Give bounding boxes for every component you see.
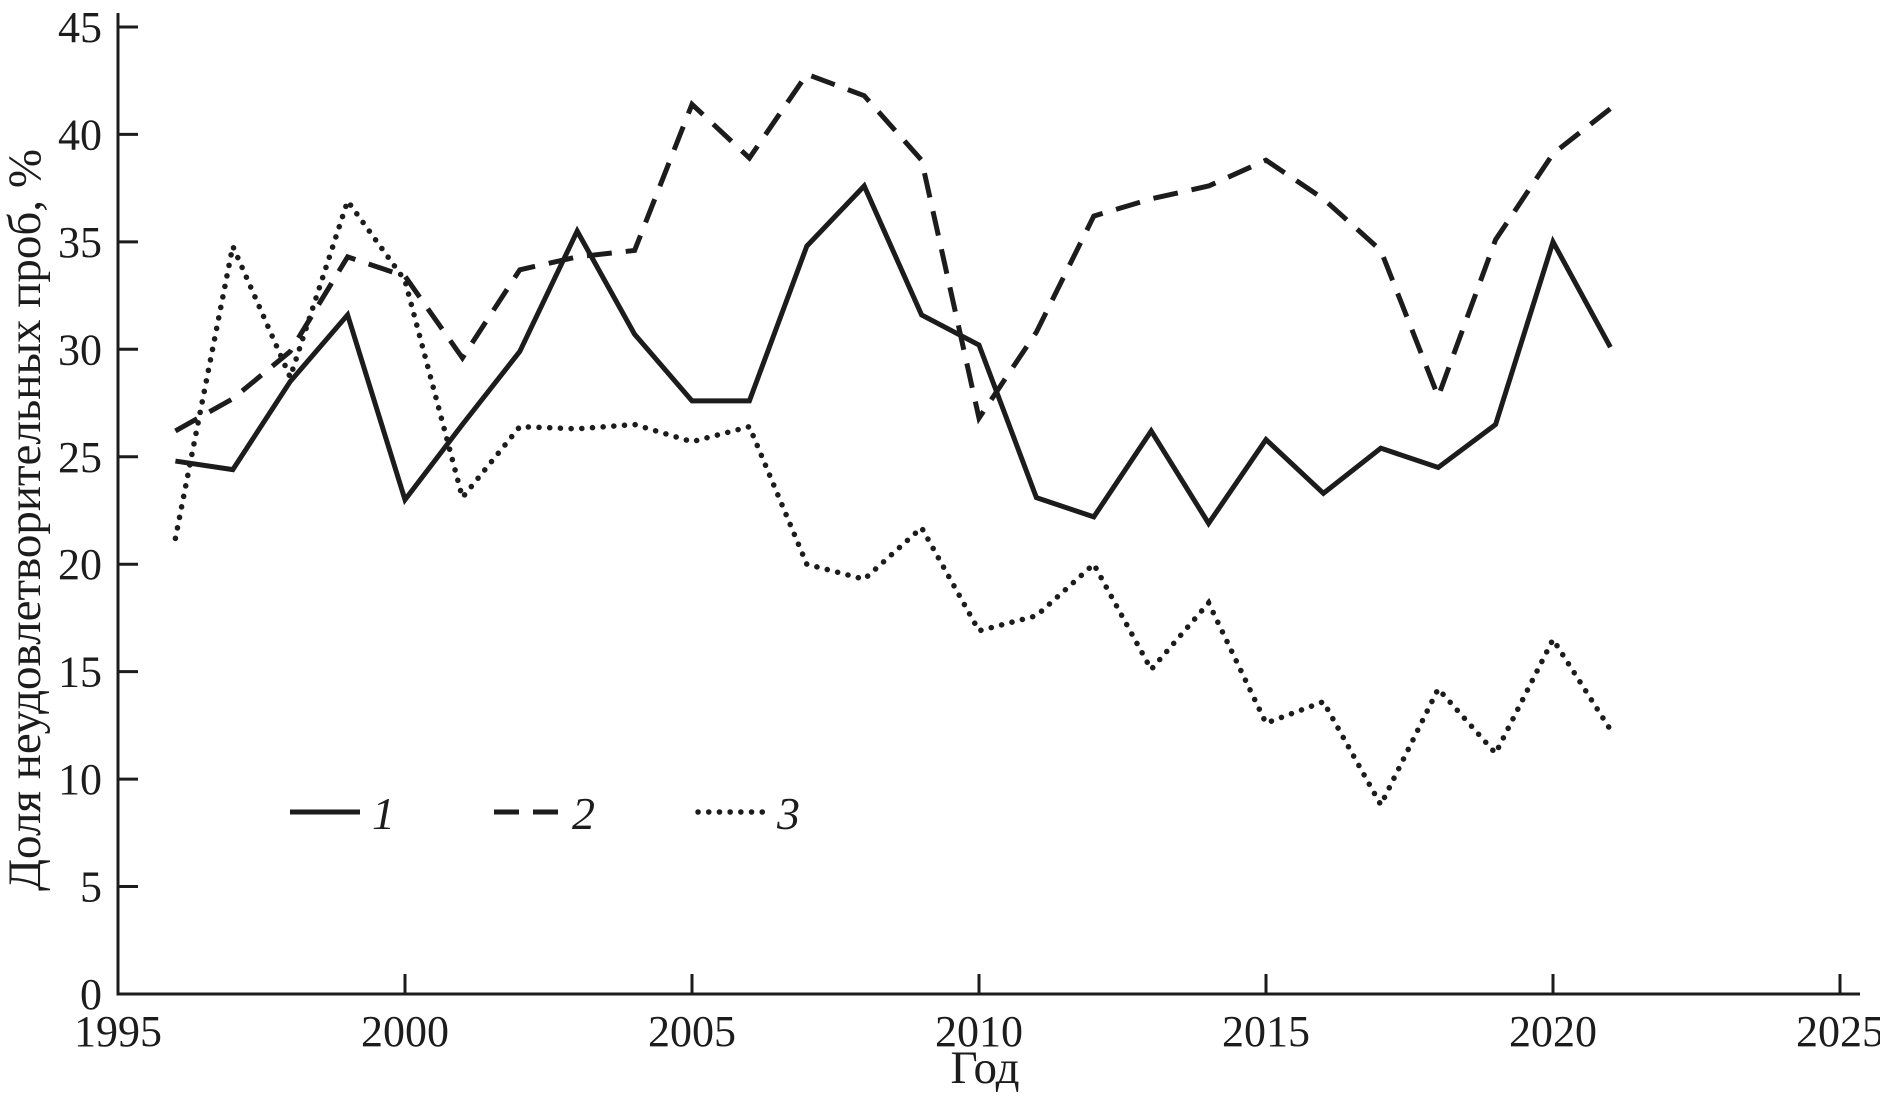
- y-tick-label: 40: [58, 110, 102, 159]
- y-tick-label: 0: [80, 970, 102, 1019]
- y-tick-label: 25: [58, 433, 102, 482]
- x-axis-title: Год: [950, 1042, 1019, 1094]
- x-tick-label: 2015: [1222, 1007, 1310, 1056]
- series-line-2: [174, 71, 1612, 434]
- legend-label-2: 2: [572, 788, 595, 839]
- x-tick-label: 2020: [1509, 1007, 1597, 1056]
- legend-label-1: 1: [372, 788, 395, 839]
- y-tick-label: 45: [58, 3, 102, 52]
- y-tick-label: 35: [58, 218, 102, 267]
- x-tick-label: 2010: [935, 1007, 1023, 1056]
- y-tick-label: 30: [58, 325, 102, 374]
- y-tick-label: 5: [80, 863, 102, 912]
- series-line-3: [172, 195, 1614, 811]
- y-tick-label: 15: [58, 648, 102, 697]
- y-tick-label: 20: [58, 540, 102, 589]
- x-tick-label: 2025: [1796, 1007, 1880, 1056]
- series-line-1: [175, 181, 1613, 528]
- x-tick-label: 2005: [648, 1007, 736, 1056]
- y-tick-label: 10: [58, 755, 102, 804]
- x-tick-label: 1995: [74, 1007, 162, 1056]
- legend-label-3: 3: [776, 788, 800, 839]
- y-axis-title: Доля неудовлетворительных проб, %: [0, 149, 51, 891]
- x-tick-label: 2000: [361, 1007, 449, 1056]
- series-group: [172, 71, 1614, 811]
- legend-group: 1 2 3: [290, 788, 800, 839]
